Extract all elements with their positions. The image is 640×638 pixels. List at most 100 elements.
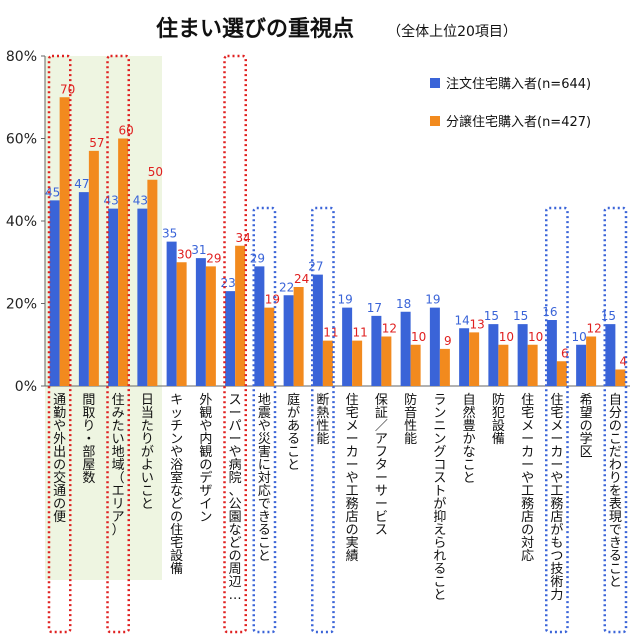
data-label-order-housing: 15 [513,309,528,323]
bar-ready-built-housing [59,97,70,386]
category-label: 住みたい地域（エリア） [112,393,125,538]
data-label-ready-built-housing: 12 [586,322,601,336]
category-label: 防音性能 [404,392,417,447]
data-label-order-housing: 27 [308,260,323,274]
data-label-order-housing: 14 [454,313,469,327]
category-label: 自然豊かなこと [463,393,476,486]
bar-order-housing [166,241,177,386]
bar-order-housing [371,315,382,386]
bar-order-housing [546,320,557,386]
bar-order-housing [429,307,440,386]
chart-subtitle: （全体上位20項目） [387,23,517,40]
bar-ready-built-housing [205,266,216,386]
data-label-order-housing: 23 [220,276,235,290]
bar-ready-built-housing [176,262,187,386]
data-label-ready-built-housing: 11 [352,326,367,340]
category-label: スーパーや病院、公園などの周辺… [229,393,242,603]
category-label: 保証／アフターサービス [375,393,388,538]
bar-ready-built-housing [264,307,275,386]
data-label-order-housing: 45 [45,185,60,199]
data-label-order-housing: 29 [250,251,265,265]
legend-label-order: 注文住宅購入者(n=644) [446,77,591,92]
data-label-ready-built-housing: 19 [265,293,280,307]
category-label: 希望の学区 [580,393,593,460]
data-label-order-housing: 31 [191,243,206,257]
bar-ready-built-housing [235,245,246,386]
category-label: 庭があること [287,392,300,473]
blue-emphasis-box [311,206,335,634]
bar-order-housing [400,311,411,386]
data-label-ready-built-housing: 11 [323,326,338,340]
bar-ready-built-housing [381,336,392,386]
legend: 注文住宅購入者(n=644) 分譲住宅購入者(n=427) [430,77,591,130]
data-label-order-housing: 43 [133,194,148,208]
category-label: キッチンや浴室などの住宅設備 [170,393,183,577]
data-label-ready-built-housing: 34 [235,231,250,245]
data-label-ready-built-housing: 6 [561,346,569,360]
blue-emphasis-box [603,206,628,634]
bars-layer [49,97,626,386]
chart-title: 住まい選びの重視点 [156,16,354,42]
data-label-order-housing: 43 [103,194,118,208]
data-label-ready-built-housing: 10 [528,330,543,344]
data-label-ready-built-housing: 4 [620,355,628,369]
category-label: 防犯設備 [492,392,505,447]
bar-order-housing [108,208,119,386]
bar-ready-built-housing [586,336,597,386]
bar-ready-built-housing [498,344,509,386]
bar-order-housing [576,344,587,386]
bar-order-housing [254,266,265,386]
bar-ready-built-housing [352,340,363,386]
data-label-order-housing: 16 [542,305,557,319]
data-label-ready-built-housing: 50 [148,165,163,179]
data-label-ready-built-housing: 10 [499,330,514,344]
category-label: ランニングコストが抑えられること [433,393,446,603]
bar-order-housing [225,291,236,386]
bar-ready-built-housing [118,138,129,386]
data-label-ready-built-housing: 29 [206,251,221,265]
bar-ready-built-housing [469,332,480,386]
data-label-order-housing: 10 [571,330,586,344]
bar-order-housing [517,324,528,386]
data-label-ready-built-housing: 12 [382,322,397,336]
category-label: 日当たりがよいこと [141,393,154,512]
legend-swatch-order [430,78,440,88]
blue-emphasis-box [545,206,569,634]
y-tick-label: 80% [6,49,37,65]
category-label: 間取り・部屋数 [82,393,95,486]
data-label-order-housing: 22 [279,280,294,294]
data-label-order-housing: 47 [74,177,89,191]
data-label-ready-built-housing: 10 [411,330,426,344]
bar-ready-built-housing [410,344,421,386]
data-label-ready-built-housing: 60 [118,124,133,138]
category-label: 通勤や外出の交通の便 [53,393,66,525]
data-label-ready-built-housing: 30 [177,247,192,261]
bar-order-housing [488,324,499,386]
bar-ready-built-housing [293,287,304,386]
category-label: 地震や災害に対応できること [258,393,271,564]
bar-ready-built-housing [439,348,450,386]
data-label-order-housing: 19 [337,293,352,307]
legend-swatch-ready-built [430,116,440,126]
category-label: 外観や内観のデザイン [199,393,212,525]
y-tick-label: 60% [6,132,37,148]
data-label-order-housing: 17 [367,301,382,315]
data-label-ready-built-housing: 24 [294,272,309,286]
data-label-ready-built-housing: 70 [60,82,75,96]
bar-ready-built-housing [88,150,99,386]
bar-ready-built-housing [615,369,626,386]
bar-ready-built-housing [556,361,567,386]
category-label: 断熱性能 [316,393,329,447]
data-label-order-housing: 15 [484,309,499,323]
bar-order-housing [312,274,323,386]
bar-order-housing [605,324,616,386]
data-label-order-housing: 35 [162,227,177,241]
blue-emphasis-box [252,206,277,634]
bar-order-housing [137,208,148,386]
category-label: 住宅メーカーや工務店がもつ技術力 [550,393,563,603]
data-label-ready-built-housing: 9 [444,334,452,348]
bar-ready-built-housing [527,344,538,386]
bar-order-housing [78,192,89,386]
data-label-order-housing: 15 [601,309,616,323]
